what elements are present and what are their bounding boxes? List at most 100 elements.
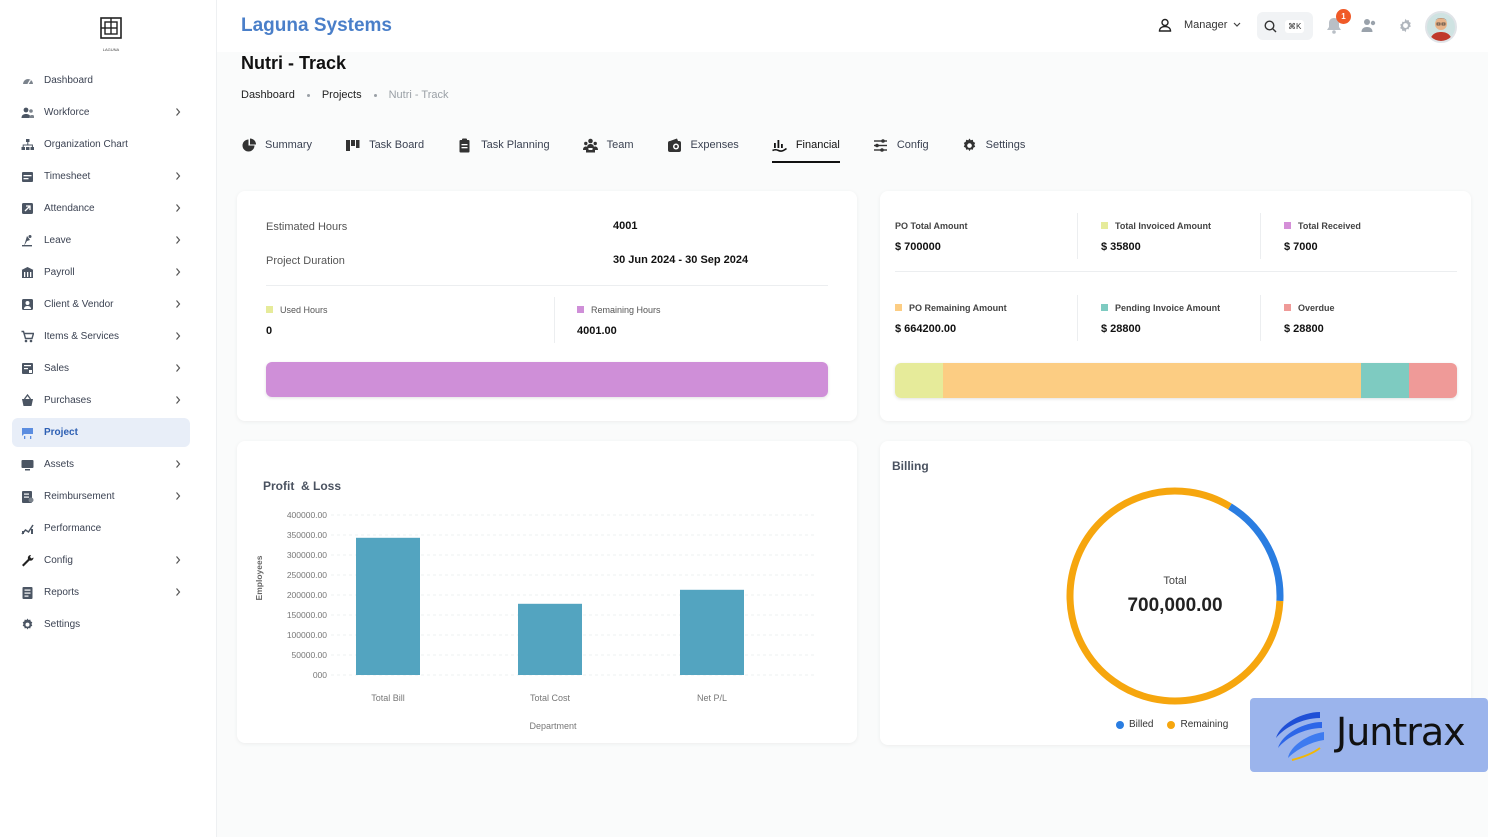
divider (895, 271, 1457, 272)
donut-slice-billed[interactable] (1228, 503, 1284, 602)
user-icon (1158, 18, 1172, 32)
amount-label: Overdue (1284, 303, 1335, 313)
breadcrumb-separator (306, 93, 310, 97)
billing-donut-chart (1066, 487, 1284, 705)
tab-settings[interactable]: Settings (962, 133, 1025, 157)
sliders-icon (873, 138, 887, 152)
amount-swatch (1284, 222, 1291, 229)
billing-legend: Billed Remaining (1116, 719, 1242, 730)
breadcrumb-dashboard[interactable]: Dashboard (241, 89, 295, 101)
sidebar-item-purchases[interactable]: Purchases (12, 386, 190, 415)
tab-financial[interactable]: Financial (771, 133, 840, 163)
x-tick-label: Total Bill (371, 693, 405, 703)
sidebar-item-reimbursement[interactable]: Reimbursement (12, 482, 190, 511)
tab-task-planning[interactable]: Task Planning (457, 133, 550, 157)
sidebar-item-label: Reports (44, 587, 80, 598)
tab-config[interactable]: Config (873, 133, 929, 157)
bar-total-bill[interactable] (356, 537, 420, 675)
brand-name[interactable]: Laguna Systems (241, 15, 392, 36)
search-button[interactable]: ⌘K (1257, 12, 1313, 40)
remaining-hours-label: Remaining Hours (577, 305, 661, 315)
remaining-hours-fill (266, 362, 828, 397)
sidebar-item-performance[interactable]: Performance (12, 514, 190, 543)
notification-badge: 1 (1336, 9, 1351, 24)
sidebar-item-config[interactable]: Config (12, 546, 190, 575)
bar-total-cost[interactable] (518, 603, 582, 675)
org-chart-icon (21, 138, 34, 151)
tab-task-board[interactable]: Task Board (345, 133, 424, 157)
amount-value: $ 700000 (895, 241, 941, 253)
bar-segment-po-remaining-amount (942, 363, 1362, 398)
leave-icon (21, 234, 34, 247)
chevron-right-icon (176, 236, 181, 244)
laguna-logo[interactable]: LAGUNA (97, 16, 125, 52)
donut-slice-remaining[interactable] (1066, 487, 1284, 705)
sidebar-item-leave[interactable]: Leave (12, 226, 190, 255)
calendar-icon (21, 170, 34, 183)
tab-label: Team (606, 139, 634, 151)
sidebar-item-label: Config (44, 555, 73, 566)
tab-team[interactable]: Team (582, 133, 634, 157)
sidebar-item-label: Client & Vendor (44, 299, 114, 310)
sidebar-item-dashboard[interactable]: Dashboard (12, 66, 190, 95)
sidebar-item-label: Settings (44, 619, 81, 630)
settings-gear-icon[interactable] (1398, 18, 1413, 33)
sidebar-item-label: Payroll (44, 267, 75, 278)
sidebar-item-sales[interactable]: Sales (12, 354, 190, 383)
notifications-button[interactable]: 1 (1326, 9, 1351, 36)
sidebar-item-workforce[interactable]: Workforce (12, 98, 190, 127)
bar-net-p-l[interactable] (680, 589, 744, 675)
sidebar-item-payroll[interactable]: Payroll (12, 258, 190, 287)
project-duration-label: Project Duration (266, 255, 345, 267)
remaining-hours-value: 4001.00 (577, 325, 617, 337)
sidebar-nav: Dashboard Workforce Organization Chart Time… (12, 66, 190, 642)
sidebar-item-label: Leave (44, 235, 72, 246)
chevron-right-icon (176, 108, 181, 116)
users-icon (21, 106, 34, 119)
sidebar: LAGUNA Dashboard Workforce Organization Ch… (0, 0, 217, 837)
sidebar-item-label: Dashboard (44, 75, 93, 86)
legend-item-billed[interactable]: Billed (1116, 719, 1153, 730)
basket-icon (21, 394, 34, 407)
clipboard-icon (459, 138, 470, 152)
chevron-down-icon (1233, 22, 1241, 27)
tab-summary[interactable]: Summary (241, 133, 312, 157)
sidebar-item-attendance[interactable]: Attendance (12, 194, 190, 223)
sidebar-item-organization-chart[interactable]: Organization Chart (12, 130, 190, 159)
breadcrumb-current: Nutri - Track (388, 89, 449, 101)
avatar[interactable] (1425, 11, 1457, 43)
gauge-icon (21, 74, 34, 87)
sidebar-item-label: Assets (44, 459, 75, 470)
amount-value: $ 664200.00 (895, 323, 957, 335)
legend-item-remaining[interactable]: Remaining (1167, 719, 1228, 730)
juntrax-logo-icon (1276, 712, 1324, 761)
profit-loss-card: Profit & Loss 000 50000.00 100000.00 150000… (237, 441, 857, 743)
donut-center-label: Total (1163, 575, 1187, 587)
divider (1260, 213, 1261, 259)
sidebar-item-reports[interactable]: Reports (12, 578, 190, 607)
role-switcher[interactable]: Manager (1158, 18, 1241, 32)
assets-icon (21, 458, 34, 471)
estimated-hours-value: 4001 (613, 220, 638, 232)
search-icon (1264, 19, 1277, 32)
gear-icon (963, 138, 975, 151)
bar-segment-overdue (1409, 363, 1457, 398)
sidebar-item-project[interactable]: Project (12, 418, 190, 447)
contacts-icon[interactable] (1361, 17, 1377, 33)
reports-icon (21, 586, 34, 599)
chevron-right-icon (176, 332, 181, 340)
y-tick-label: 250000.00 (287, 570, 327, 580)
top-header: Laguna Systems Manager ⌘K 1 (217, 0, 1488, 52)
sidebar-item-assets[interactable]: Assets (12, 450, 190, 479)
chevron-right-icon (176, 396, 181, 404)
sidebar-item-client-vendor[interactable]: Client & Vendor (12, 290, 190, 319)
breadcrumb-projects[interactable]: Projects (321, 89, 362, 101)
chart-hand-icon (771, 139, 787, 152)
pie-icon (242, 138, 256, 151)
sidebar-item-settings[interactable]: Settings (12, 610, 190, 639)
sidebar-item-timesheet[interactable]: Timesheet (12, 162, 190, 191)
page-title: Nutri - Track (241, 53, 347, 73)
sidebar-item-items-services[interactable]: Items & Services (12, 322, 190, 351)
tab-expenses[interactable]: Expenses (667, 133, 739, 157)
amount-swatch (1284, 304, 1291, 311)
